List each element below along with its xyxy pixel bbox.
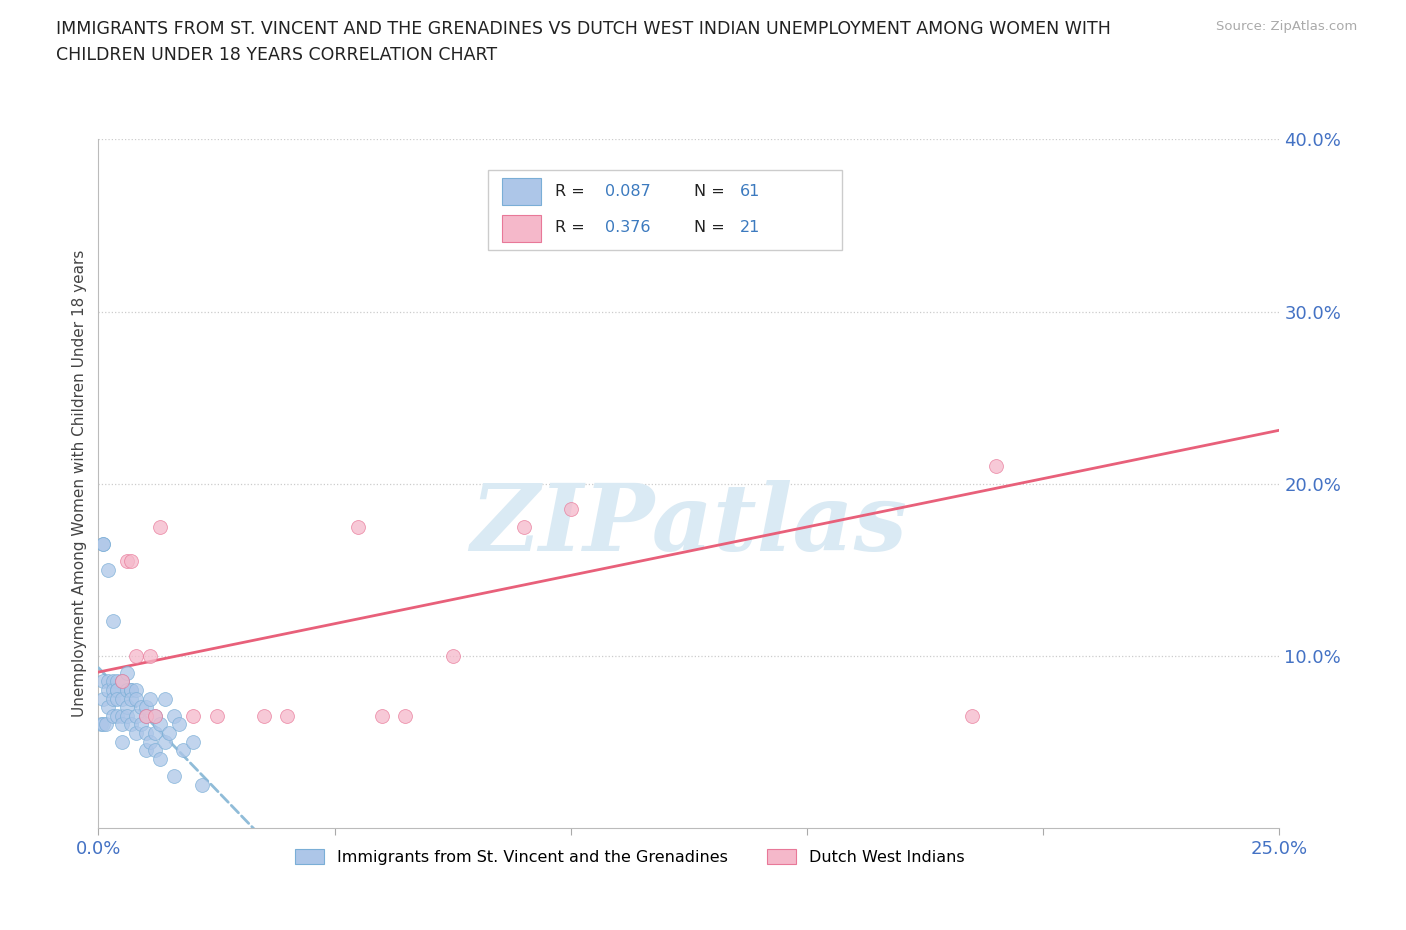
Point [105,709,128,724]
Point [962,709,984,724]
Point [125,725,148,740]
Point [101,674,124,689]
Text: IMMIGRANTS FROM ST. VINCENT AND THE GRENADINES VS DUTCH WEST INDIAN UNEMPLOYMENT: IMMIGRANTS FROM ST. VINCENT AND THE GREN… [56,20,1111,38]
Point [97,699,120,714]
Point [121,553,143,568]
Point [276,709,298,724]
Point [101,691,124,706]
Point [121,717,143,732]
Point [143,709,166,724]
Point [153,691,176,706]
Point [121,691,143,706]
Point [191,777,214,792]
Y-axis label: Unemployment Among Women with Children Under 18 years: Unemployment Among Women with Children U… [72,250,87,717]
Text: ZIPatlas: ZIPatlas [471,480,907,570]
Point [139,648,162,663]
Point [97,562,120,577]
Point [135,709,157,724]
Point [167,717,190,732]
Point [125,648,148,663]
Point [135,743,157,758]
Point [181,709,204,724]
Point [91,691,114,706]
Point [111,717,134,732]
Point [560,502,582,517]
Point [111,735,134,750]
Point [125,691,148,706]
Point [163,768,186,783]
Point [105,683,128,698]
Point [371,709,394,724]
Point [181,735,204,750]
Text: Source: ZipAtlas.com: Source: ZipAtlas.com [1216,20,1357,33]
Point [121,683,143,698]
Point [129,699,152,714]
Point [143,709,166,724]
Point [115,709,138,724]
Point [441,648,464,663]
Point [111,674,134,689]
Point [105,691,128,706]
Point [101,614,124,629]
Point [115,553,138,568]
Point [97,674,120,689]
Point [153,735,176,750]
Point [101,709,124,724]
Point [139,735,162,750]
Point [111,691,134,706]
Point [97,683,120,698]
Point [149,717,172,732]
Point [90,717,112,732]
Point [91,537,114,551]
Point [115,699,138,714]
Point [111,674,134,689]
Point [394,709,416,724]
Point [111,674,134,689]
Point [101,683,124,698]
Point [139,691,162,706]
Point [91,537,114,551]
Point [163,709,186,724]
Point [125,683,148,698]
Point [115,666,138,681]
Point [149,519,172,534]
Point [105,674,128,689]
Point [91,717,114,732]
Point [135,699,157,714]
Point [149,751,172,766]
Point [125,709,148,724]
Point [135,725,157,740]
Point [111,709,134,724]
Point [115,683,138,698]
Point [143,725,166,740]
Text: CHILDREN UNDER 18 YEARS CORRELATION CHART: CHILDREN UNDER 18 YEARS CORRELATION CHAR… [56,46,498,64]
Point [512,519,534,534]
Point [105,683,128,698]
Point [135,709,157,724]
Point [772,219,794,233]
Point [121,683,143,698]
Point [253,709,276,724]
Point [172,743,194,758]
Point [984,459,1007,474]
Point [91,674,114,689]
Legend: Immigrants from St. Vincent and the Grenadines, Dutch West Indians: Immigrants from St. Vincent and the Gren… [288,843,972,871]
Point [129,717,152,732]
Point [157,725,180,740]
Point [143,743,166,758]
Point [347,519,370,534]
Point [94,717,117,732]
Point [205,709,228,724]
